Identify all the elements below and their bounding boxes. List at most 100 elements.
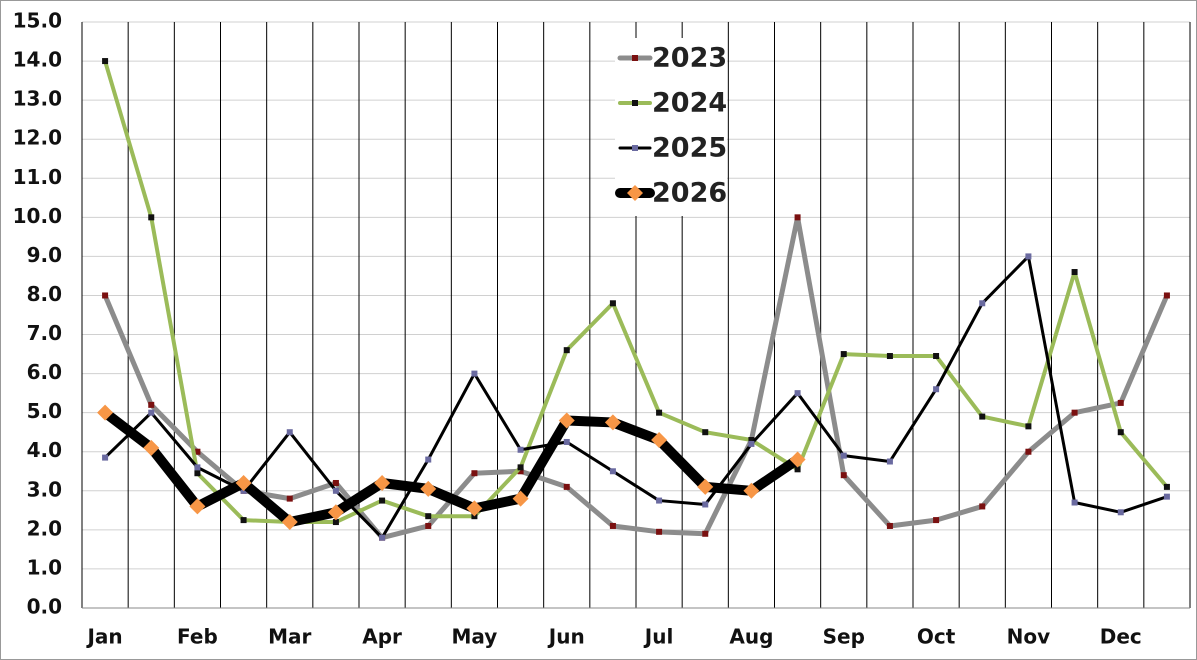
point-marker	[563, 347, 570, 354]
y-tick-label: 13.0	[13, 87, 62, 111]
x-tick-label: Nov	[1007, 625, 1051, 649]
y-tick-label: 12.0	[13, 126, 62, 150]
y-tick-label: 7.0	[27, 321, 62, 345]
point-marker	[1071, 269, 1078, 276]
point-marker	[1163, 493, 1170, 500]
point-marker	[656, 409, 663, 416]
legend-marker	[627, 185, 643, 201]
point-marker	[327, 504, 344, 521]
point-marker	[789, 451, 806, 468]
legend-label: 2026	[652, 178, 727, 209]
y-tick-label: 9.0	[27, 243, 62, 267]
point-marker	[656, 497, 663, 504]
legend-label: 2023	[652, 43, 727, 74]
point-marker	[702, 530, 709, 537]
point-marker	[840, 452, 847, 459]
point-marker	[471, 470, 478, 477]
y-tick-label: 10.0	[13, 204, 62, 228]
x-tick-label: Jan	[85, 625, 122, 649]
legend-label: 2025	[652, 133, 727, 164]
point-marker	[194, 464, 201, 471]
point-marker	[840, 351, 847, 358]
point-marker	[1117, 399, 1124, 406]
x-tick-label: Oct	[917, 625, 956, 649]
point-marker	[558, 412, 575, 429]
y-tick-label: 14.0	[13, 48, 62, 72]
point-marker	[425, 522, 432, 529]
point-marker	[425, 456, 432, 463]
point-marker	[194, 448, 201, 455]
y-tick-label: 1.0	[27, 555, 62, 579]
x-tick-label: Sep	[823, 625, 865, 649]
x-tick-label: Jul	[643, 625, 674, 649]
point-marker	[517, 446, 524, 453]
point-marker	[517, 464, 524, 471]
point-marker	[609, 300, 616, 307]
point-marker	[1117, 509, 1124, 516]
y-tick-label: 6.0	[27, 360, 62, 384]
point-marker	[379, 534, 386, 541]
point-marker	[563, 438, 570, 445]
y-tick-label: 5.0	[27, 399, 62, 423]
point-marker	[748, 437, 755, 444]
legend-marker	[632, 100, 638, 106]
point-marker	[425, 513, 432, 520]
point-marker	[240, 517, 247, 524]
point-marker	[471, 370, 478, 377]
point-marker	[743, 482, 760, 499]
point-marker	[1163, 292, 1170, 299]
point-marker	[189, 498, 206, 515]
y-tick-label: 0.0	[27, 595, 62, 619]
y-tick-label: 11.0	[13, 165, 62, 189]
point-marker	[281, 514, 298, 531]
x-tick-label: Mar	[268, 625, 311, 649]
point-marker	[748, 440, 755, 447]
point-marker	[97, 404, 114, 421]
point-marker	[933, 353, 940, 360]
x-tick-label: May	[452, 625, 498, 649]
point-marker	[1025, 253, 1032, 260]
point-marker	[702, 501, 709, 508]
series-line	[102, 214, 1170, 541]
x-tick-label: Dec	[1100, 625, 1142, 649]
point-marker	[1163, 483, 1170, 490]
point-marker	[1071, 409, 1078, 416]
point-marker	[794, 466, 801, 473]
point-marker	[466, 500, 483, 517]
legend-marker	[632, 145, 638, 151]
point-marker	[979, 413, 986, 420]
point-marker	[517, 468, 524, 475]
point-marker	[512, 490, 529, 507]
point-marker	[1071, 499, 1078, 506]
x-tick-label: Feb	[177, 625, 218, 649]
point-marker	[235, 474, 252, 491]
point-marker	[609, 522, 616, 529]
point-marker	[651, 432, 668, 449]
point-marker	[697, 478, 714, 495]
point-marker	[794, 214, 801, 221]
series-line	[104, 254, 1168, 540]
point-marker	[933, 386, 940, 393]
point-marker	[933, 517, 940, 524]
point-marker	[563, 483, 570, 490]
y-tick-label: 15.0	[13, 9, 62, 33]
point-marker	[702, 429, 709, 436]
point-marker	[379, 497, 386, 504]
y-tick-label: 4.0	[27, 438, 62, 462]
point-marker	[286, 495, 293, 502]
x-tick-label: Apr	[362, 625, 402, 649]
point-marker	[1025, 448, 1032, 455]
point-marker	[1025, 423, 1032, 430]
point-marker	[604, 414, 621, 431]
series-line	[102, 408, 801, 528]
point-marker	[143, 439, 160, 456]
point-marker	[148, 214, 155, 221]
point-marker	[609, 468, 616, 475]
x-tick-label: Jun	[547, 625, 585, 649]
point-marker	[374, 474, 391, 491]
point-marker	[102, 292, 109, 299]
point-marker	[102, 454, 109, 461]
